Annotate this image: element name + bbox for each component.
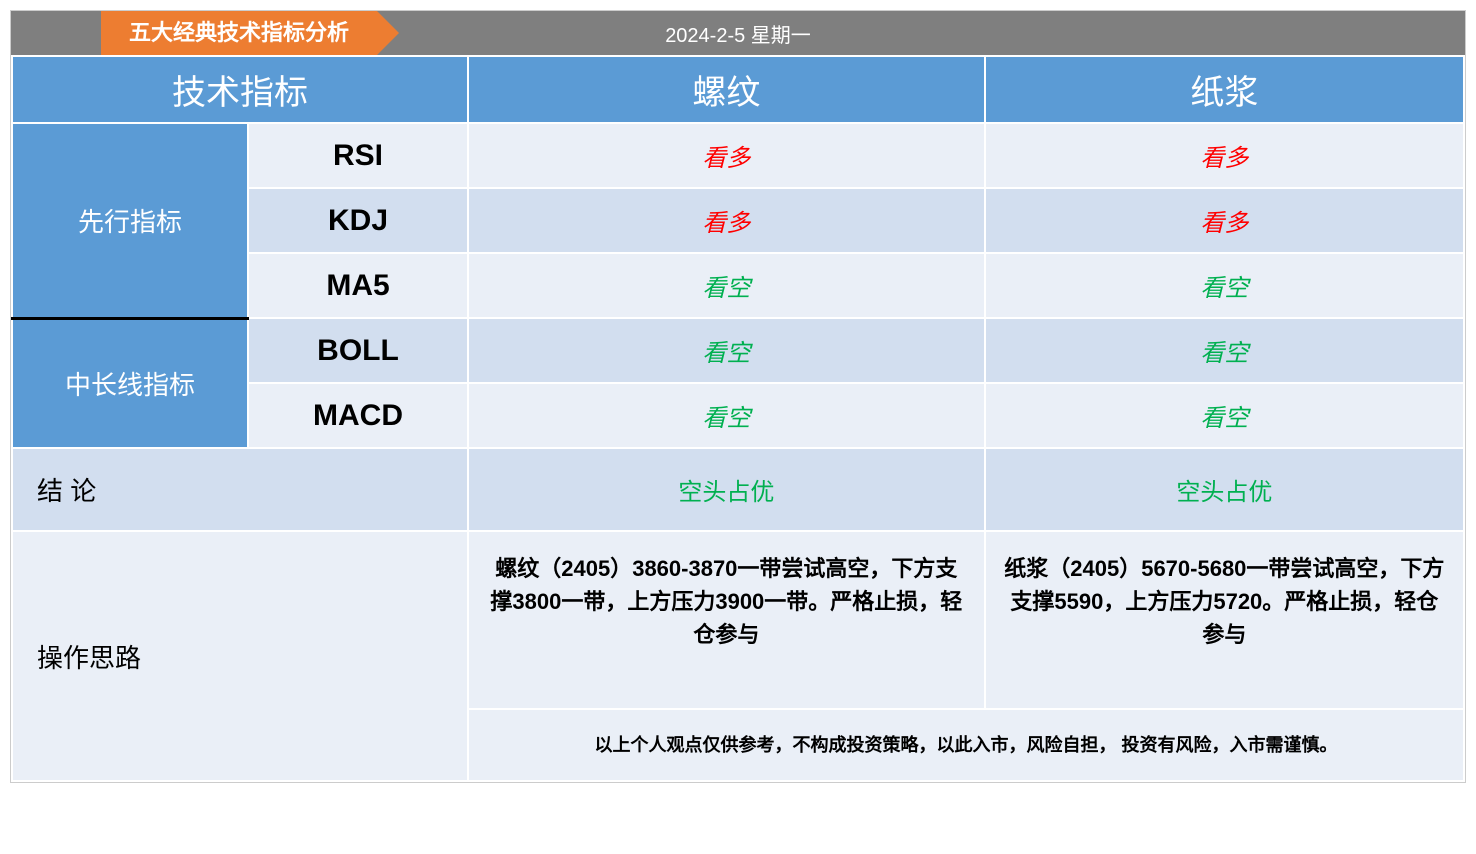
category-midlong: 中长线指标 [12, 318, 248, 448]
conclusion-label: 结 论 [12, 448, 468, 531]
report-container: 五大经典技术指标分析 2024-2-5 星期一 技术指标 螺纹 纸浆 先行指标 … [10, 10, 1466, 783]
indicator-name: MACD [248, 383, 468, 448]
indicator-name: MA5 [248, 253, 468, 318]
indicator-value: 看空 [468, 318, 985, 383]
indicator-value: 看多 [468, 123, 985, 188]
strategy-row: 操作思路 螺纹（2405）3860-3870一带尝试高空，下方支撑3800一带，… [12, 531, 1464, 709]
indicator-value: 看空 [468, 383, 985, 448]
col-product-2: 纸浆 [985, 56, 1464, 123]
header-row: 技术指标 螺纹 纸浆 [12, 56, 1464, 123]
indicator-value: 看空 [985, 253, 1464, 318]
indicator-table: 技术指标 螺纹 纸浆 先行指标 RSI 看多 看多 KDJ 看多 看多 MA5 … [11, 55, 1465, 782]
indicator-value: 看多 [468, 188, 985, 253]
indicator-name: RSI [248, 123, 468, 188]
table-row: 先行指标 RSI 看多 看多 [12, 123, 1464, 188]
header-bar: 五大经典技术指标分析 2024-2-5 星期一 [11, 11, 1465, 55]
strategy-value: 螺纹（2405）3860-3870一带尝试高空，下方支撑3800一带，上方压力3… [468, 531, 985, 709]
indicator-value: 看空 [468, 253, 985, 318]
category-leading: 先行指标 [12, 123, 248, 318]
indicator-name: BOLL [248, 318, 468, 383]
conclusion-row: 结 论 空头占优 空头占优 [12, 448, 1464, 531]
report-date: 2024-2-5 星期一 [665, 19, 811, 48]
strategy-value: 纸浆（2405）5670-5680一带尝试高空，下方支撑5590，上方压力572… [985, 531, 1464, 709]
indicator-value: 看空 [985, 383, 1464, 448]
disclaimer-text: 以上个人观点仅供参考，不构成投资策略，以此入市，风险自担， 投资有风险，入市需谨… [468, 709, 1464, 781]
report-title-tab: 五大经典技术指标分析 [101, 11, 377, 55]
conclusion-value: 空头占优 [468, 448, 985, 531]
col-indicator: 技术指标 [12, 56, 468, 123]
strategy-label: 操作思路 [12, 531, 468, 781]
table-row: 中长线指标 BOLL 看空 看空 [12, 318, 1464, 383]
col-product-1: 螺纹 [468, 56, 985, 123]
indicator-value: 看多 [985, 188, 1464, 253]
indicator-name: KDJ [248, 188, 468, 253]
indicator-value: 看空 [985, 318, 1464, 383]
conclusion-value: 空头占优 [985, 448, 1464, 531]
indicator-value: 看多 [985, 123, 1464, 188]
